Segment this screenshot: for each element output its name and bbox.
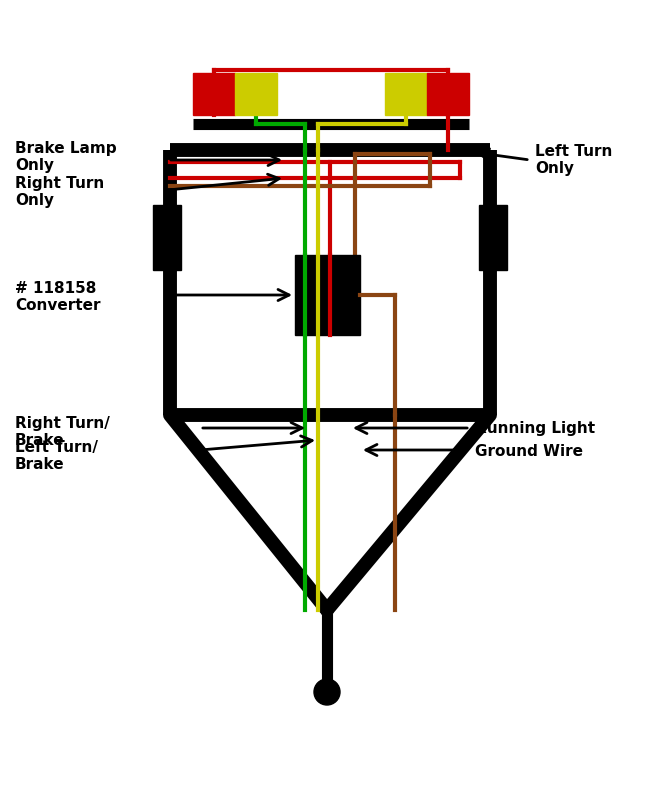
Text: Right Turn
Only: Right Turn Only xyxy=(15,176,104,208)
Bar xyxy=(193,73,235,115)
Text: Ground Wire: Ground Wire xyxy=(475,445,583,459)
Text: Right Turn/
Brake: Right Turn/ Brake xyxy=(15,416,110,448)
Text: Left Turn/
Brake: Left Turn/ Brake xyxy=(15,440,98,472)
Bar xyxy=(479,205,507,270)
Text: # 118158
Converter: # 118158 Converter xyxy=(15,281,101,313)
Circle shape xyxy=(314,679,340,705)
Bar xyxy=(427,73,469,115)
Text: Running Light: Running Light xyxy=(475,421,595,435)
Text: Left Turn
Only: Left Turn Only xyxy=(535,144,612,176)
Bar xyxy=(385,73,427,115)
Text: Brake Lamp
Only: Brake Lamp Only xyxy=(15,141,116,174)
Bar xyxy=(153,205,181,270)
Bar xyxy=(235,73,277,115)
Bar xyxy=(295,255,360,335)
